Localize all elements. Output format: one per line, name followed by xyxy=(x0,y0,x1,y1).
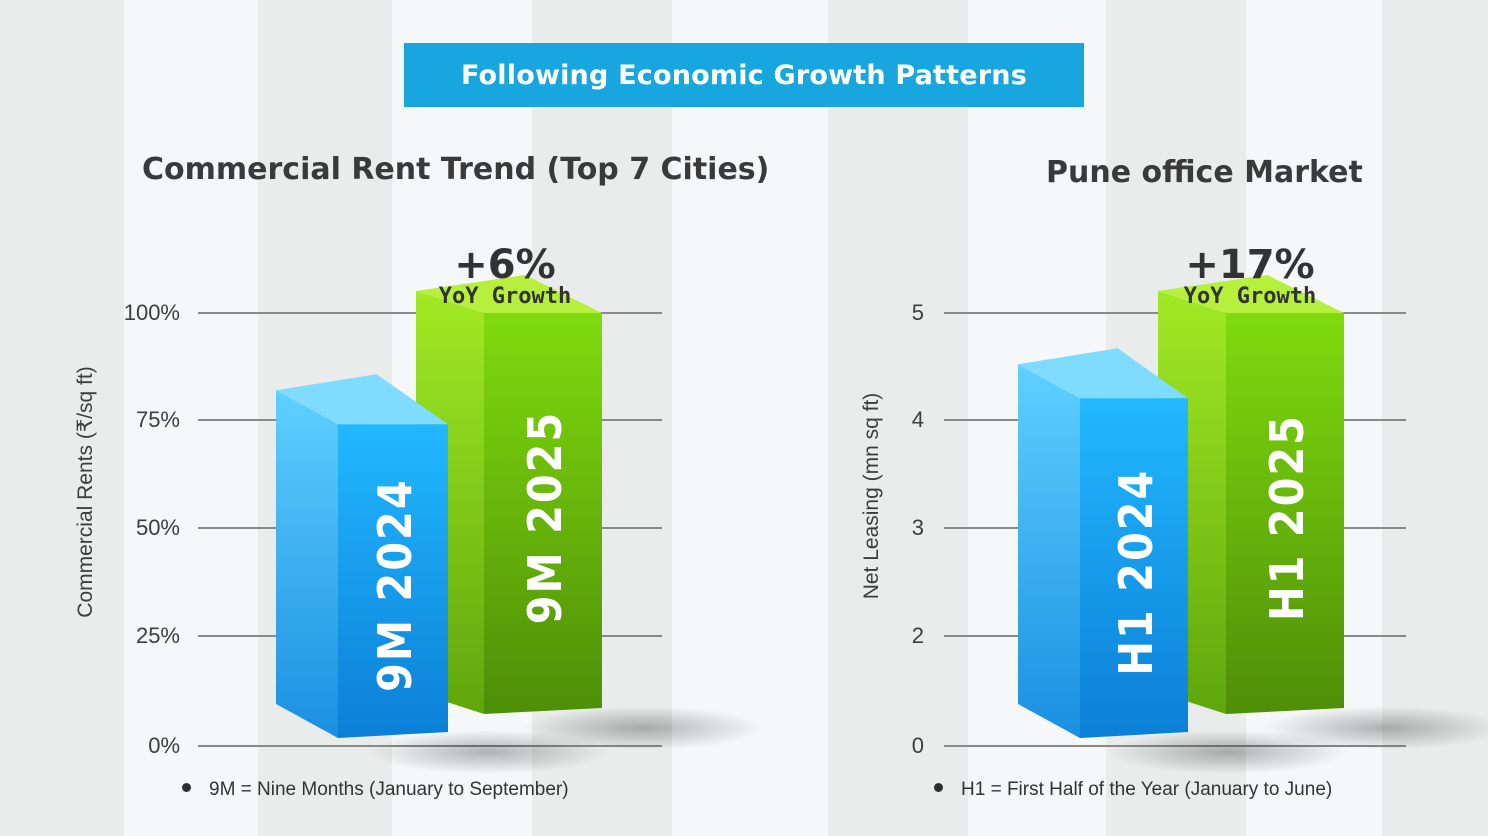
y-tick-label: 3 xyxy=(912,515,924,540)
bar-top xyxy=(276,374,448,425)
bar-top xyxy=(1018,348,1188,399)
bar-category-label: H1 2024 xyxy=(1109,469,1163,676)
y-tick-label: 100% xyxy=(124,300,180,325)
bar xyxy=(1080,398,1188,738)
y-tick-label: 4 xyxy=(912,407,924,432)
banner-title: Following Economic Growth Patterns xyxy=(461,59,1027,91)
bar-category-label: H1 2025 xyxy=(1260,414,1314,621)
bar-category-label: 9M 2024 xyxy=(368,478,422,692)
y-axis-label: Commercial Rents (₹/sq ft) xyxy=(74,366,97,617)
page-banner: Following Economic Growth Patterns xyxy=(404,43,1084,107)
bar-shadow xyxy=(1108,730,1348,774)
footnote-right: H1 = First Half of the Year (January to … xyxy=(934,779,1332,801)
growth-label: YoY Growth xyxy=(439,284,571,309)
y-tick-label: 75% xyxy=(136,407,180,432)
footnote-left-text: 9M = Nine Months (January to September) xyxy=(209,779,569,800)
bar xyxy=(1226,313,1344,714)
bar-side xyxy=(1018,364,1080,738)
background-stripe xyxy=(0,0,124,836)
growth-value: +17% xyxy=(1185,242,1314,288)
bullet-icon xyxy=(182,783,191,793)
y-tick-label: 50% xyxy=(136,515,180,540)
bar xyxy=(484,313,602,714)
chart-title-rent: Commercial Rent Trend (Top 7 Cities) xyxy=(142,152,770,187)
background-stripe xyxy=(828,0,968,836)
footnote-left: 9M = Nine Months (January to September) xyxy=(182,779,569,801)
growth-value: +6% xyxy=(454,242,555,288)
y-tick-label: 25% xyxy=(136,623,180,648)
footnote-right-text: H1 = First Half of the Year (January to … xyxy=(961,779,1333,800)
growth-label: YoY Growth xyxy=(1184,284,1316,309)
bar-top xyxy=(1158,275,1344,313)
rent-chart: 0% 25% 50% 75% 100% Commercial Rents (₹/sq ft… xyxy=(74,242,762,774)
y-tick-label: 2 xyxy=(912,623,924,648)
y-tick-label: 5 xyxy=(912,300,924,325)
bullet-icon xyxy=(934,783,943,793)
y-axis-label: Net Leasing (mn sq ft) xyxy=(860,393,883,600)
y-tick-label: 0% xyxy=(148,733,180,758)
bar-top xyxy=(416,275,602,313)
y-tick-label: 0 xyxy=(912,733,924,758)
bar-shadow xyxy=(368,730,608,774)
bar-category-label: 9M 2025 xyxy=(518,411,572,625)
bar-side xyxy=(276,390,338,738)
bar xyxy=(338,424,448,738)
chart-title-pune: Pune office Market xyxy=(1046,155,1363,190)
pune-chart: 0 2 3 4 5 Net Leasing (mn sq ft) H1 2025 H1 202… xyxy=(860,242,1488,774)
background-stripe xyxy=(1382,0,1488,836)
